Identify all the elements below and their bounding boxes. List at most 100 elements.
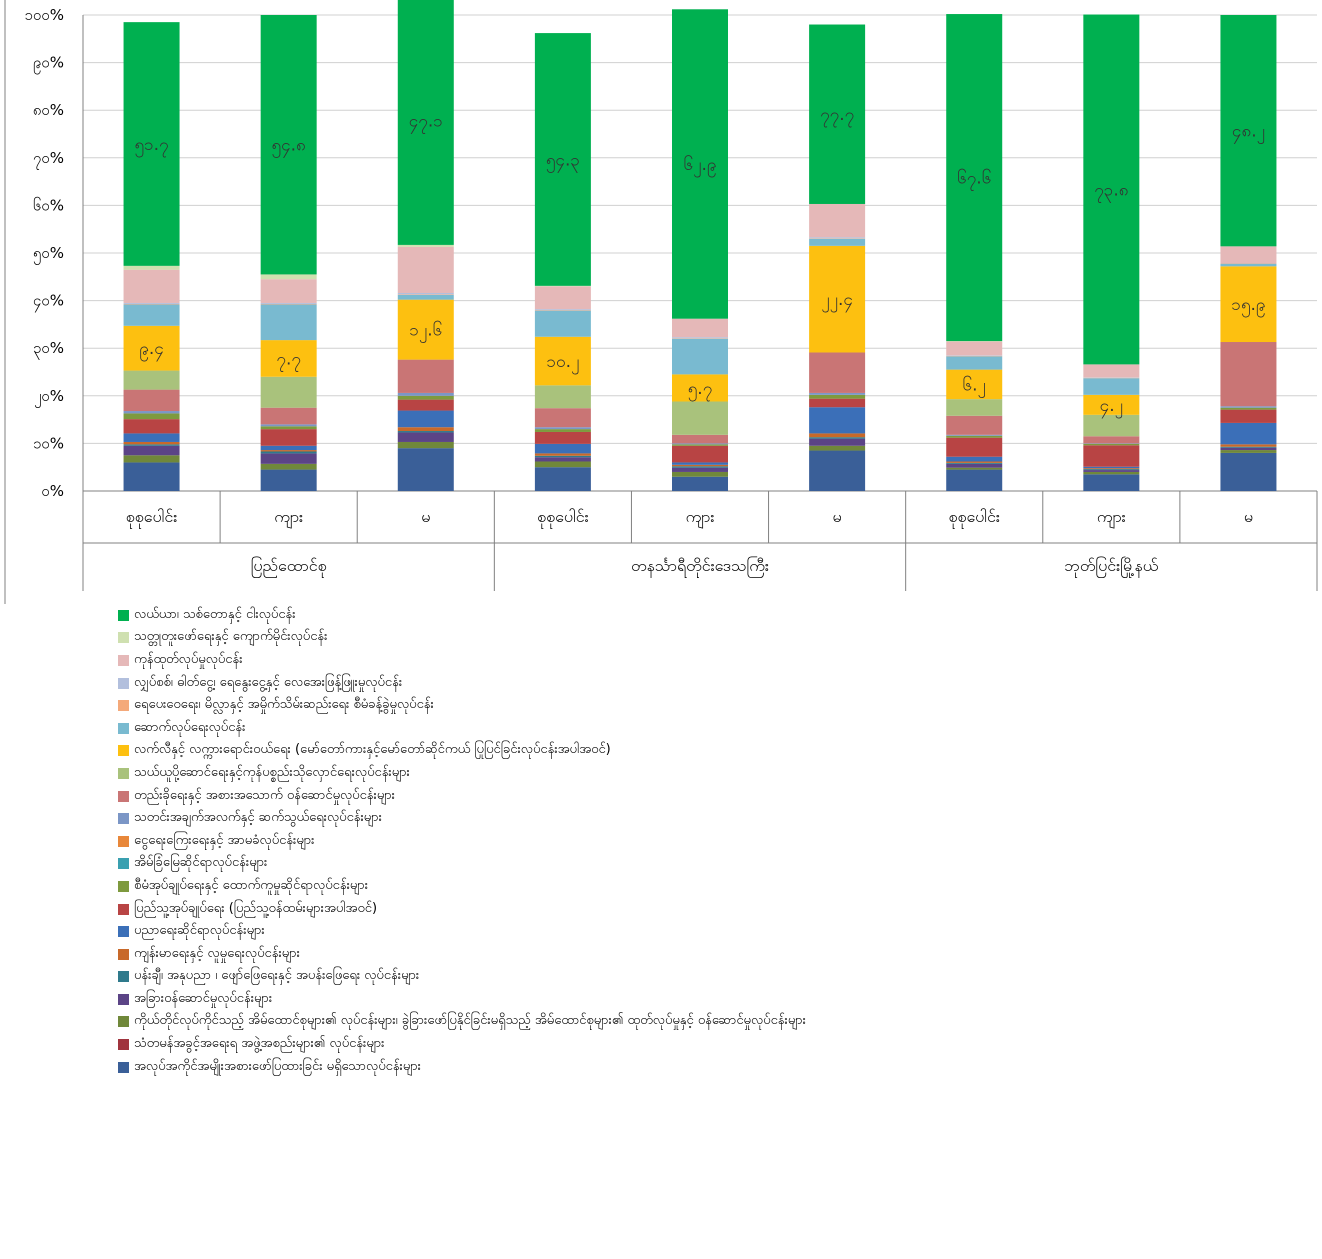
bar-segment (1083, 14, 1140, 365)
bar-segment (534, 408, 591, 428)
bar-segment (809, 352, 866, 393)
bar-segment (809, 450, 866, 491)
bar-segment (123, 22, 180, 266)
bar-segment (534, 427, 591, 430)
bar-segment (809, 394, 866, 399)
bar-segment (946, 437, 1003, 457)
legend-item: တည်းခိုရေးနှင့် အစားအသောက် ဝန်ဆောင်မှုလု… (118, 785, 1308, 808)
bar-segment (123, 265, 180, 270)
bar-segment (397, 395, 454, 400)
legend-item: ပြည်သူ့အုပ်ချုပ်ရေး (ပြည်သူ့ဝန်ထမ်းများအ… (118, 898, 1308, 921)
legend-label: အိမ်ခြံမြေဆိုင်ရာလုပ်ငန်းများ (134, 855, 268, 871)
bar-segment (1220, 15, 1277, 247)
data-label: ၉.၄ (139, 339, 164, 362)
bar-segment (1083, 466, 1140, 469)
legend-item: ပန်းချီ၊ အနုပညာ ၊ ဖျော်ဖြေရေးနှင့် အပန်း… (118, 966, 1308, 989)
bar-segment (1220, 444, 1277, 447)
data-label: ၆၂.၉ (684, 154, 717, 178)
bar-segment (672, 471, 728, 477)
bar-segment (397, 244, 454, 247)
bar-segment (672, 466, 728, 468)
group-label: ဘုတ်ပြင်းမြို့နယ် (1064, 556, 1158, 578)
y-tick-label: ၂၀% (34, 387, 64, 408)
y-tick-label: ၅၀% (33, 244, 64, 265)
bar-segment (672, 434, 728, 444)
legend-swatch (118, 677, 129, 689)
bar-segment (809, 398, 866, 408)
legend-label: ရေပေးဝေရေး၊ မိလ္လာနှင့် အမှိုက်သိမ်းဆည်း… (134, 697, 434, 713)
legend-swatch (118, 880, 129, 892)
bar-segment (946, 415, 1003, 435)
bar-segment (534, 453, 591, 456)
bar-segment (946, 399, 1003, 416)
bar-segment (809, 237, 866, 239)
bar-segment (534, 443, 591, 454)
bar-segment (1083, 469, 1140, 471)
legend-item: သတ္တုတူးဖော်ရေးနှင့် ကျောက်မိုင်းလုပ်ငန်… (118, 627, 1308, 650)
legend-swatch (118, 745, 129, 757)
bar-segment (397, 299, 454, 360)
bar-segment (123, 462, 180, 491)
bar-segment (809, 445, 866, 451)
legend-swatch (118, 790, 129, 802)
legend-item: သယ်ယူပို့ဆောင်ရေးနှင့်ကုန်ပစ္စည်းသိုလှော… (118, 762, 1308, 785)
category-label: စုစုပေါင်း (537, 507, 589, 529)
data-label: ၆၇.၆ (957, 168, 991, 192)
bar-segment (123, 302, 180, 304)
legend-swatch (118, 1039, 129, 1051)
bar-segment (123, 413, 180, 420)
bar-segment (397, 294, 454, 300)
group-label: တနင်္သာရီတိုင်းဒေသကြီး (631, 556, 769, 578)
bar-segment (1083, 468, 1140, 470)
bar-segment (946, 456, 1003, 462)
bar-segment (672, 476, 728, 491)
bar-segment (534, 461, 591, 468)
bar-segment (260, 429, 317, 446)
bar-segment (534, 429, 591, 432)
bar-segment (397, 392, 454, 396)
bar-segment (123, 444, 180, 446)
bar-segment (809, 238, 866, 246)
legend-swatch (118, 722, 129, 734)
bar-segment (397, 410, 454, 428)
legend-swatch (118, 654, 129, 666)
y-tick-label: ၉၀% (33, 54, 64, 75)
bar-segment (1083, 436, 1140, 444)
y-tick-label: ၈၀% (33, 101, 64, 119)
bar-segment (534, 310, 591, 337)
legend-label: အခြားဝန်ဆောင်မှုလုပ်ငန်းများ (134, 990, 273, 1006)
bar-segment (260, 445, 317, 451)
bar-segment (946, 435, 1003, 438)
bar-segment (397, 359, 454, 393)
legend-label: ပန်းချီ၊ အနုပညာ ၊ ဖျော်ဖြေရေးနှင့် အပန်း… (134, 968, 420, 984)
legend-swatch (118, 858, 129, 870)
legend-item: အခြားဝန်ဆောင်မှုလုပ်ငန်းများ (118, 988, 1308, 1011)
bar-segment (809, 24, 866, 204)
chart-canvas: ၀% ၁၀% ၂၀% ၃၀% ၄၀% ၅၀% ၆၀% ၇၀% ၈၀% ၉၀% ၁၀၀% ၉.၄ ၇.၇ ၁… (4, 0, 1318, 604)
bar-segment (534, 336, 591, 386)
legend-item: အလုပ်အကိုင်အမျိုးအစားဖော်ပြထားခြင်း မရှိ… (118, 1056, 1308, 1079)
bar-segment (397, 432, 454, 442)
category-label: စုစုပေါင်း (948, 507, 1000, 529)
legend-item: သံတမန်အခွင့်အရေးရ အဖွဲ့အစည်းများ၏ လုပ်ငန… (118, 1033, 1308, 1056)
bar-segment (1220, 266, 1277, 343)
legend-label: ကိုယ်တိုင်လုပ်ကိုင်သည့် အိမ်ထောင်စုများ၏… (134, 1013, 806, 1029)
legend-label: ပြည်သူ့အုပ်ချုပ်ရေး (ပြည်သူ့ဝန်ထမ်းများအ… (134, 900, 378, 916)
y-tick-label: ၁၀၀% (24, 6, 64, 24)
legend-swatch (118, 632, 129, 644)
bar-segment (672, 462, 728, 465)
bar-segment (1083, 474, 1140, 491)
category-label: မ (1244, 507, 1253, 526)
bar-segment (809, 438, 866, 446)
y-tick-label: ၀% (41, 482, 64, 500)
data-label: ၁၅.၉ (1231, 295, 1265, 318)
bar-segment (672, 374, 728, 402)
bar-segment (1083, 445, 1140, 467)
legend-label: ကုန်ထုတ်လုပ်မှုလုပ်ငန်း (134, 651, 243, 667)
y-tick-label: ၄၀% (33, 292, 64, 313)
bar-segment (1220, 447, 1277, 451)
legend-label: လက်လီနှင့် လက္ကားရောင်းဝယ်ရေး (မော်တော်က… (134, 742, 611, 758)
bar-segment (1083, 414, 1140, 437)
legend-item: လယ်ယာ၊ သစ်တောနှင့် ငါးလုပ်ငန်း (118, 604, 1308, 627)
bar-segment (260, 340, 317, 377)
